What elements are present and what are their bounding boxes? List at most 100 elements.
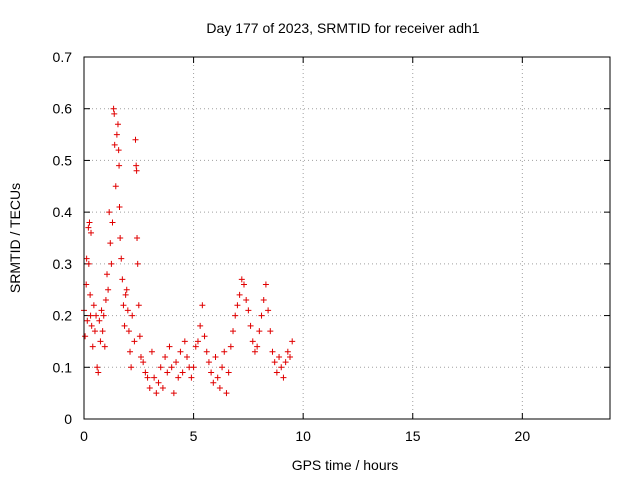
- data-point: [194, 338, 201, 345]
- data-point: [104, 271, 111, 278]
- data-point: [142, 369, 149, 376]
- grid-lines: [84, 57, 610, 419]
- data-point: [100, 312, 107, 319]
- data-point: [179, 369, 186, 376]
- data-point: [94, 364, 101, 371]
- data-point: [262, 281, 269, 288]
- data-point: [271, 359, 278, 366]
- data-point: [87, 291, 94, 298]
- data-point: [140, 359, 147, 366]
- data-point: [254, 343, 261, 350]
- data-point: [151, 374, 158, 381]
- x-tick-label: 20: [515, 428, 531, 444]
- data-point: [146, 384, 153, 391]
- data-point: [129, 312, 136, 319]
- data-point: [221, 348, 228, 355]
- data-point: [216, 384, 223, 391]
- data-point: [227, 343, 234, 350]
- x-axis-label: GPS time / hours: [292, 457, 399, 473]
- data-point: [249, 338, 256, 345]
- data-point: [110, 105, 117, 112]
- data-point: [287, 353, 294, 360]
- data-point: [181, 338, 188, 345]
- data-point: [238, 276, 245, 283]
- data-point: [98, 307, 105, 314]
- data-point: [97, 338, 104, 345]
- data-point: [84, 317, 91, 324]
- data-point: [199, 302, 206, 309]
- data-point: [124, 307, 131, 314]
- data-point: [260, 297, 267, 304]
- data-point: [168, 364, 175, 371]
- data-point: [89, 343, 96, 350]
- data-point: [134, 235, 141, 241]
- data-point: [175, 374, 182, 381]
- data-point: [90, 302, 97, 309]
- data-point: [247, 322, 254, 329]
- data-point: [164, 369, 171, 376]
- x-tick-label: 5: [190, 428, 198, 444]
- x-tick-label: 10: [295, 428, 311, 444]
- data-point: [118, 255, 125, 262]
- data-point: [131, 338, 138, 345]
- y-tick-label: 0.7: [53, 49, 73, 65]
- data-point: [278, 364, 285, 371]
- data-point: [96, 317, 103, 324]
- data-points: [81, 105, 296, 397]
- x-tick-label: 0: [80, 428, 88, 444]
- data-point: [223, 390, 230, 397]
- data-point: [280, 374, 287, 381]
- data-point: [137, 353, 144, 360]
- data-point: [109, 219, 116, 226]
- data-point: [173, 359, 180, 366]
- data-point: [284, 348, 291, 355]
- axis-ticks: 0 5 10 15 20 0 0.1 0.2 0.3 0.4 0.5 0.6 0.7: [53, 49, 610, 444]
- data-point: [128, 364, 135, 371]
- data-point: [258, 312, 265, 319]
- data-point: [192, 343, 199, 350]
- data-point: [134, 260, 141, 267]
- plot-frame: [83, 56, 611, 420]
- y-tick-label: 0.4: [53, 204, 73, 220]
- data-point: [88, 322, 95, 329]
- data-point: [197, 322, 204, 329]
- data-point: [136, 333, 143, 340]
- data-point: [289, 338, 296, 345]
- data-point: [125, 328, 132, 335]
- data-point: [82, 333, 89, 340]
- data-point: [107, 240, 114, 247]
- data-point: [144, 374, 151, 381]
- data-point: [269, 348, 276, 355]
- data-point: [236, 291, 243, 298]
- y-tick-label: 0.1: [53, 359, 73, 375]
- data-point: [120, 302, 127, 309]
- data-point: [251, 348, 258, 355]
- data-point: [116, 203, 123, 210]
- y-tick-label: 0.5: [53, 152, 73, 168]
- data-point: [95, 369, 102, 376]
- y-tick-label: 0.2: [53, 308, 73, 324]
- x-tick-label: 15: [405, 428, 421, 444]
- data-point: [108, 260, 115, 267]
- data-point: [105, 286, 112, 293]
- y-tick-label: 0.3: [53, 256, 73, 272]
- data-point: [85, 260, 92, 267]
- y-tick-label: 0: [64, 411, 72, 427]
- data-point: [127, 348, 134, 355]
- data-point: [203, 348, 210, 355]
- data-point: [123, 286, 130, 293]
- data-point: [219, 364, 226, 371]
- data-point: [135, 302, 142, 309]
- data-point: [88, 229, 95, 236]
- data-point: [87, 312, 94, 319]
- y-tick-label: 0.6: [53, 101, 73, 117]
- data-point: [111, 141, 118, 148]
- data-point: [106, 209, 113, 216]
- data-point: [99, 328, 106, 335]
- data-point: [243, 297, 250, 304]
- data-point: [93, 312, 100, 319]
- data-point: [245, 307, 252, 314]
- data-point: [225, 369, 232, 376]
- data-point: [240, 281, 247, 288]
